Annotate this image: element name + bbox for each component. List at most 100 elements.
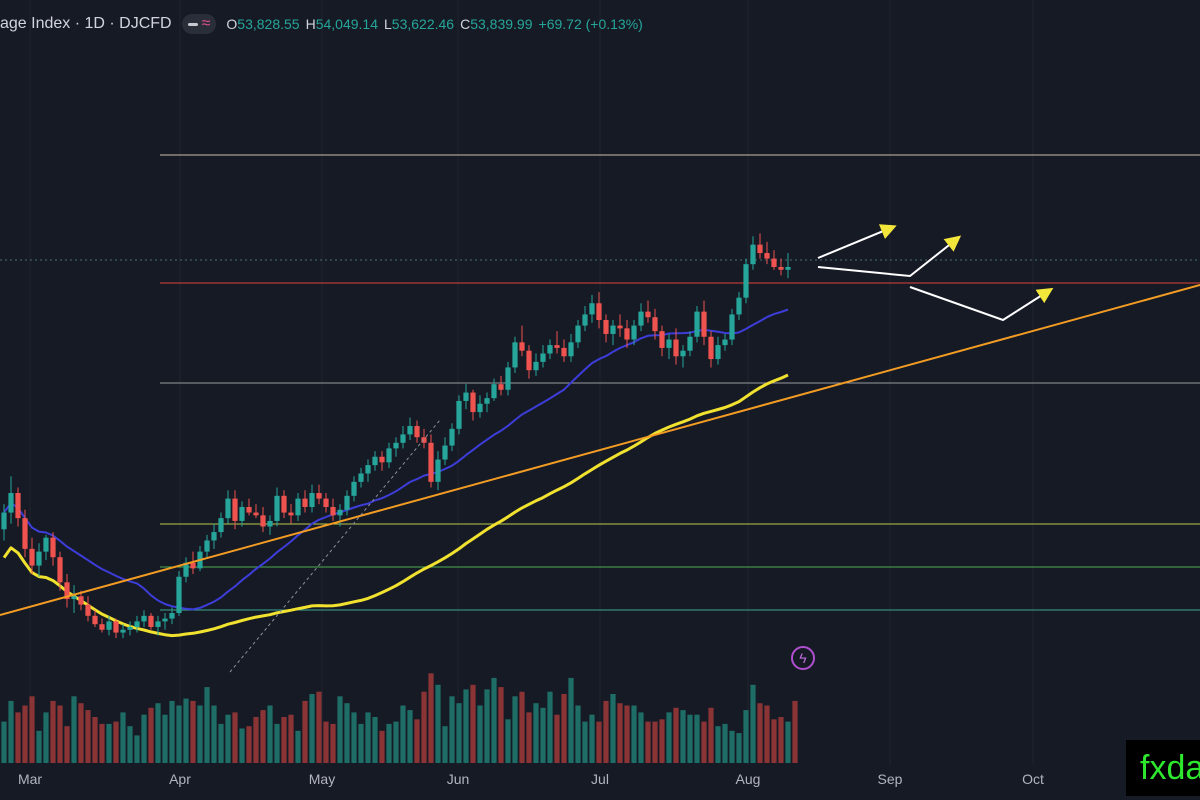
candle [316,484,322,505]
candle-body [36,551,42,566]
candle-body [750,244,756,265]
x-tick-label: Apr [169,771,191,787]
candle-body [736,297,742,315]
volume-bar [526,712,532,763]
candle-body [673,339,679,357]
candle-body [295,498,301,516]
candle-body [659,331,665,348]
candle [785,253,791,279]
candle-body [729,314,735,340]
volume-bar [505,719,511,763]
candle-body [176,576,182,614]
candle-body [589,303,595,315]
forecast-arrow-up-3 [909,286,1054,322]
volume-bar [162,714,168,763]
candle [15,487,21,527]
volume-bar [106,723,112,763]
candle-body [540,353,546,362]
candle [491,378,497,401]
candle-body [498,384,504,390]
candle-body [603,320,609,334]
volume-bar [533,703,539,763]
candle-body [316,493,322,499]
candle [225,490,231,524]
candle-body [246,506,252,513]
x-tick-label: Aug [736,771,761,787]
candle [407,417,413,440]
candle-body [260,515,266,527]
lightning-icon[interactable]: ϟ [791,646,815,670]
candle [603,314,609,343]
candle [666,333,672,360]
volume-bar [463,689,469,763]
candle [645,300,651,323]
volume-bar [701,721,707,763]
candle-body [267,520,273,527]
volume-bar [764,705,770,763]
candle [141,610,147,627]
candle [456,395,462,435]
volume-bar [64,726,70,763]
candle [64,573,70,608]
candle [29,537,35,574]
candle [323,493,329,513]
x-tick-label: Jun [447,771,470,787]
volume-bar [316,691,322,763]
candle-body [50,537,56,558]
volume-bar [246,726,252,763]
candle [295,493,301,521]
volume-bar [204,687,210,763]
candle [596,292,602,329]
volume-bar [659,719,665,763]
candle [358,467,364,488]
candle-body [218,518,224,533]
candle [50,532,56,566]
volume-bar [302,700,308,763]
volume-bar [617,703,623,763]
candle [526,345,532,379]
candle-body [484,398,490,404]
candle [428,434,434,488]
volume-bar [442,726,448,763]
candle [99,618,105,633]
candle-body [477,403,483,413]
volume-bar [358,723,364,763]
volume-bar [183,698,189,763]
candle [771,250,777,270]
candle [344,490,350,516]
volume-bar [729,730,735,763]
wave-icon: ≈ [201,15,211,32]
candle [85,596,91,622]
volume-bar [78,703,84,763]
volume-bar [666,712,672,763]
brand-watermark: fxdaily [1126,740,1200,796]
candle-body [78,596,84,605]
volume-bar [197,705,203,763]
candle-body [456,400,462,429]
volume-bar [582,721,588,763]
candle [631,320,637,346]
forecast-arrow-up-2 [817,235,962,278]
candle [127,621,133,636]
volume-bar [736,733,742,763]
candle [477,395,483,418]
volume-bar [344,703,350,763]
candle-body [785,266,791,270]
candle-body [463,392,469,401]
volume-bar [36,730,42,763]
volume-bar [57,705,63,763]
candle-body [64,582,70,600]
candle-body [547,345,553,354]
volume-bar [568,677,574,763]
candle [708,331,714,368]
candle-body [764,253,770,259]
volume-bar [372,717,378,763]
candle-body [148,615,154,627]
candle [155,615,161,636]
candle-body [337,509,343,516]
volume-bar [778,717,784,763]
volume-bar [540,707,546,763]
indicator-toggle[interactable]: ≈ [181,14,217,34]
